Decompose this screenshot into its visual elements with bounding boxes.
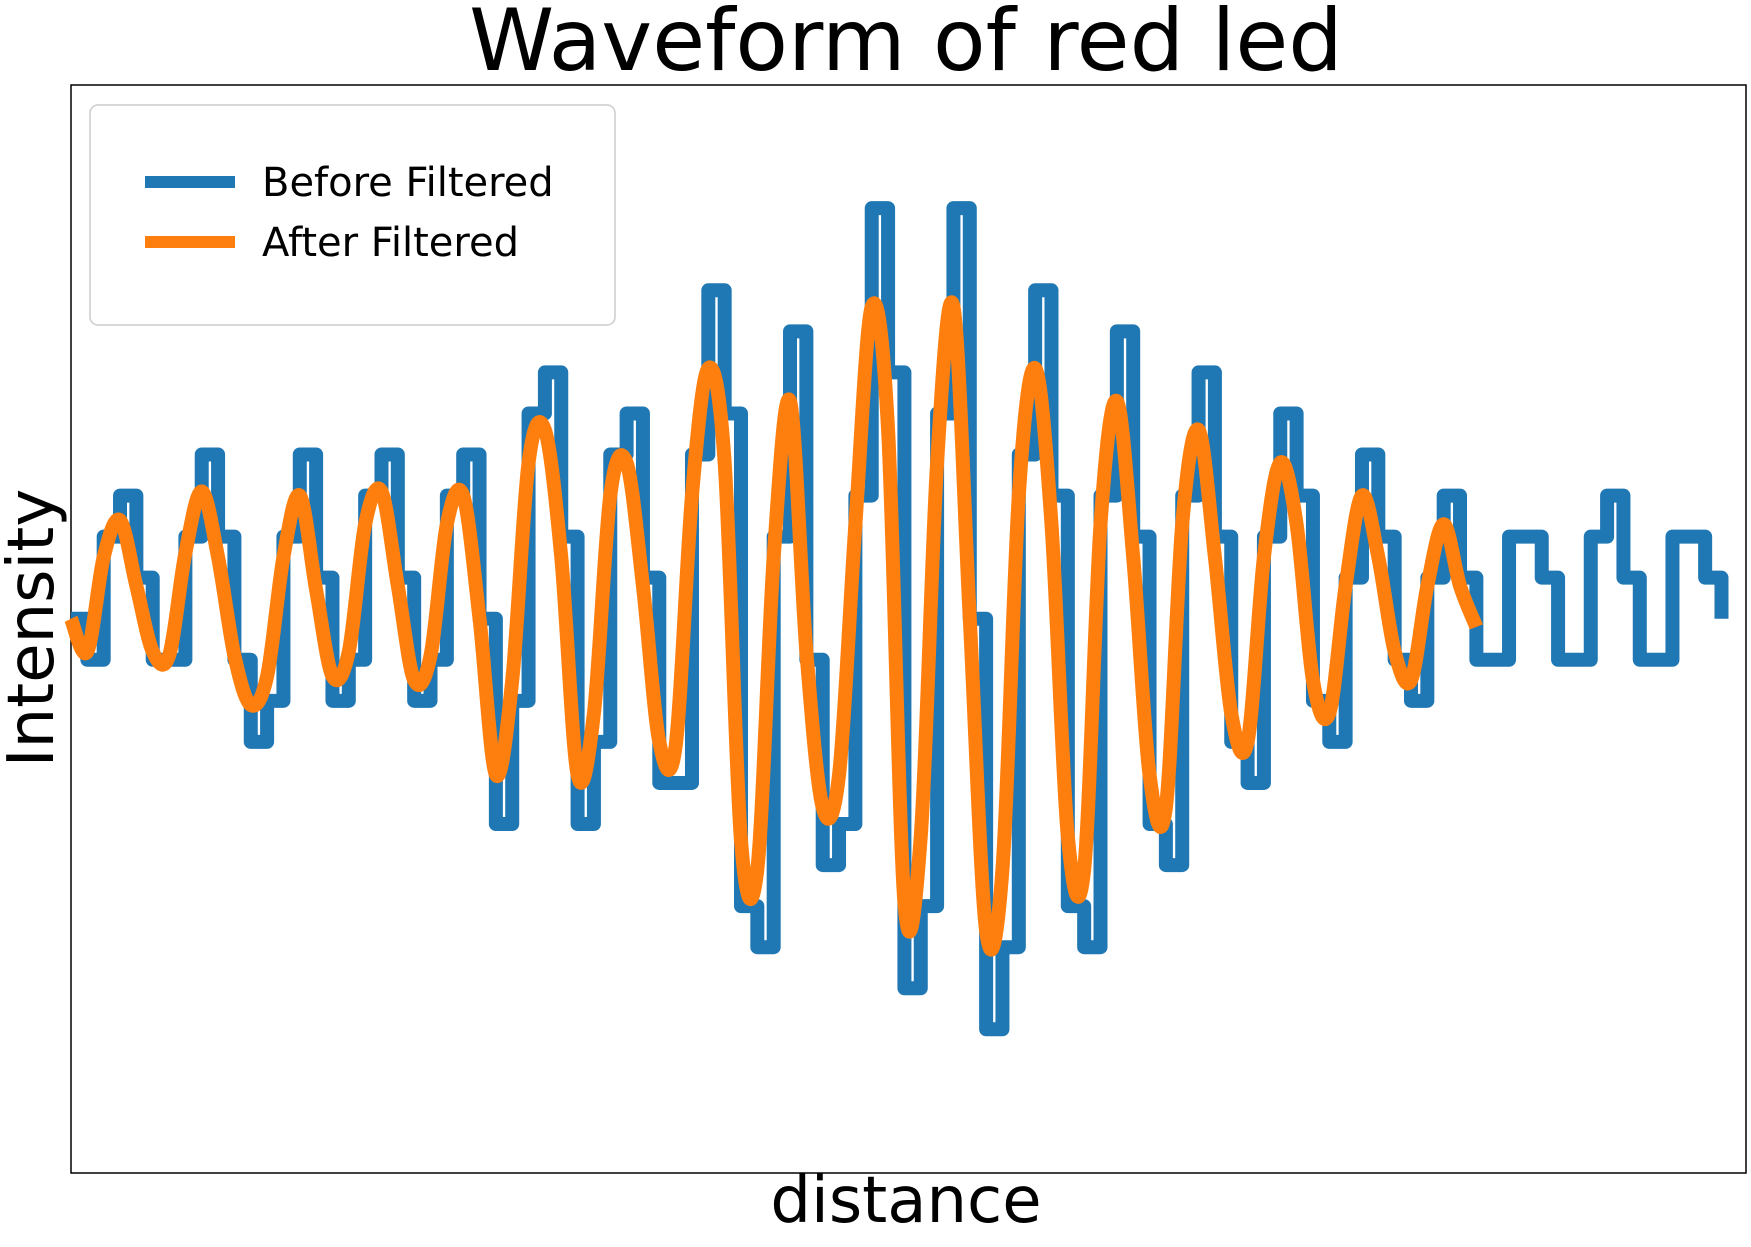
series-line-before-filtered [71, 201, 1729, 1037]
y-axis-label: Intensity [0, 489, 69, 768]
x-axis-label: distance [770, 1164, 1041, 1238]
series-layer [64, 201, 1729, 1037]
chart-title: Waveform of red led [469, 0, 1343, 91]
legend: Before Filtered After Filtered [89, 104, 616, 326]
series-line-after-filtered [64, 295, 1483, 957]
legend-box [89, 104, 616, 326]
legend-label-after-filtered: After Filtered [262, 220, 519, 266]
legend-label-before-filtered: Before Filtered [262, 160, 554, 206]
